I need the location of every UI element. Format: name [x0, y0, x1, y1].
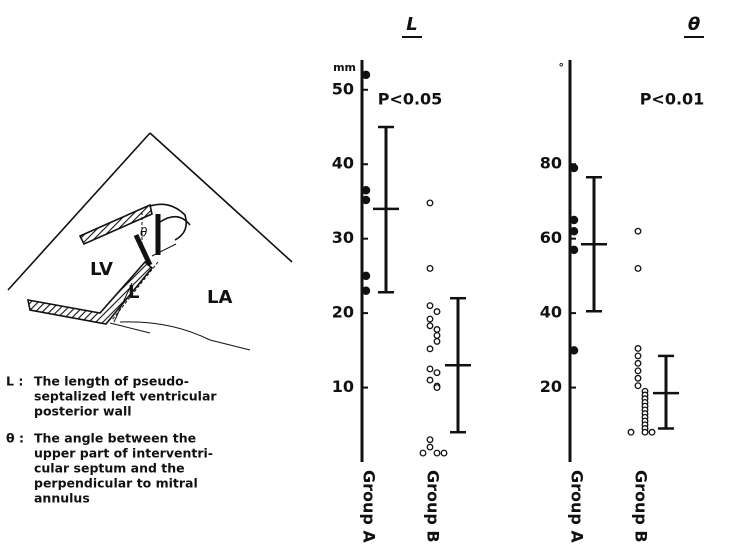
- data-point: [426, 365, 434, 373]
- diagram-label: LA: [207, 287, 232, 308]
- data-point: [569, 215, 579, 225]
- y-tick-label: 40: [332, 154, 354, 173]
- y-tick-label: 50: [332, 79, 354, 98]
- note-symbol: θ :: [6, 431, 24, 446]
- data-point: [433, 449, 441, 457]
- data-point: [361, 186, 371, 195]
- y-axis-unit: mm: [333, 61, 356, 74]
- data-point: [569, 226, 579, 236]
- data-point: [426, 264, 434, 272]
- data-point: [361, 195, 371, 205]
- diagram-label: L: [128, 282, 139, 303]
- data-point: [426, 443, 434, 451]
- y-tick-label: 60: [540, 228, 562, 247]
- annotation: P<0.05: [378, 90, 443, 109]
- y-tick-label: 40: [540, 303, 562, 322]
- data-point: [426, 315, 434, 323]
- data-point: [634, 352, 642, 360]
- x-tick-label: Group A: [360, 470, 379, 543]
- chart-title: θ: [688, 14, 700, 35]
- data-point: [433, 326, 441, 333]
- data-point: [426, 199, 434, 207]
- data-point: [361, 271, 371, 281]
- data-point: [569, 245, 579, 255]
- data-point: [634, 264, 642, 272]
- data-point: [426, 322, 434, 330]
- y-tick-label: 20: [332, 303, 354, 322]
- data-point: [433, 308, 441, 316]
- note-line: posterior wall: [34, 404, 132, 419]
- annotation: P<0.01: [640, 90, 705, 109]
- data-point: [440, 449, 448, 457]
- note-symbol: L :: [6, 374, 23, 389]
- data-point: [433, 337, 441, 345]
- note-line: The length of pseudo-: [34, 374, 189, 389]
- data-point: [426, 376, 434, 384]
- data-point: [433, 331, 441, 339]
- data-point: [634, 345, 642, 352]
- note-line: cular septum and the: [34, 461, 185, 476]
- y-tick-label: 30: [332, 228, 354, 247]
- diagram-label: θ: [140, 226, 148, 240]
- data-point: [426, 302, 434, 310]
- data-point: [648, 428, 656, 436]
- data-point: [634, 382, 642, 390]
- data-point: [641, 428, 649, 436]
- data-point: [426, 345, 434, 353]
- note-line: septalized left ventricular: [34, 389, 217, 404]
- chart-title: L: [406, 14, 417, 35]
- data-point: [361, 286, 371, 296]
- y-tick-label: 20: [540, 377, 562, 396]
- x-tick-label: Group B: [632, 470, 651, 543]
- diagram-notes: L : The length of pseudo-septalized left …: [6, 374, 217, 506]
- x-tick-label: Group B: [424, 470, 443, 543]
- y-tick-label: 10: [332, 377, 354, 396]
- diagram-label: LV: [90, 259, 113, 280]
- note-line: The angle between the: [34, 431, 196, 446]
- x-tick-label: Group A: [568, 470, 587, 543]
- data-point: [634, 359, 642, 367]
- note-line: annulus: [34, 491, 90, 506]
- data-point: [634, 227, 642, 235]
- data-point: [361, 70, 371, 80]
- data-point: [634, 367, 642, 375]
- data-point: [569, 346, 579, 355]
- data-point: [627, 428, 635, 436]
- note-line: perpendicular to mitral: [34, 476, 198, 491]
- data-point: [634, 374, 642, 382]
- y-axis-unit: °: [559, 61, 565, 74]
- data-point: [433, 369, 441, 377]
- data-point: [569, 163, 579, 173]
- echo-diagram: [7, 132, 293, 351]
- note-line: upper part of interventri-: [34, 446, 213, 461]
- data-point: [426, 436, 434, 444]
- data-point: [419, 449, 427, 457]
- data-point: [433, 384, 441, 392]
- y-tick-label: 80: [540, 154, 562, 173]
